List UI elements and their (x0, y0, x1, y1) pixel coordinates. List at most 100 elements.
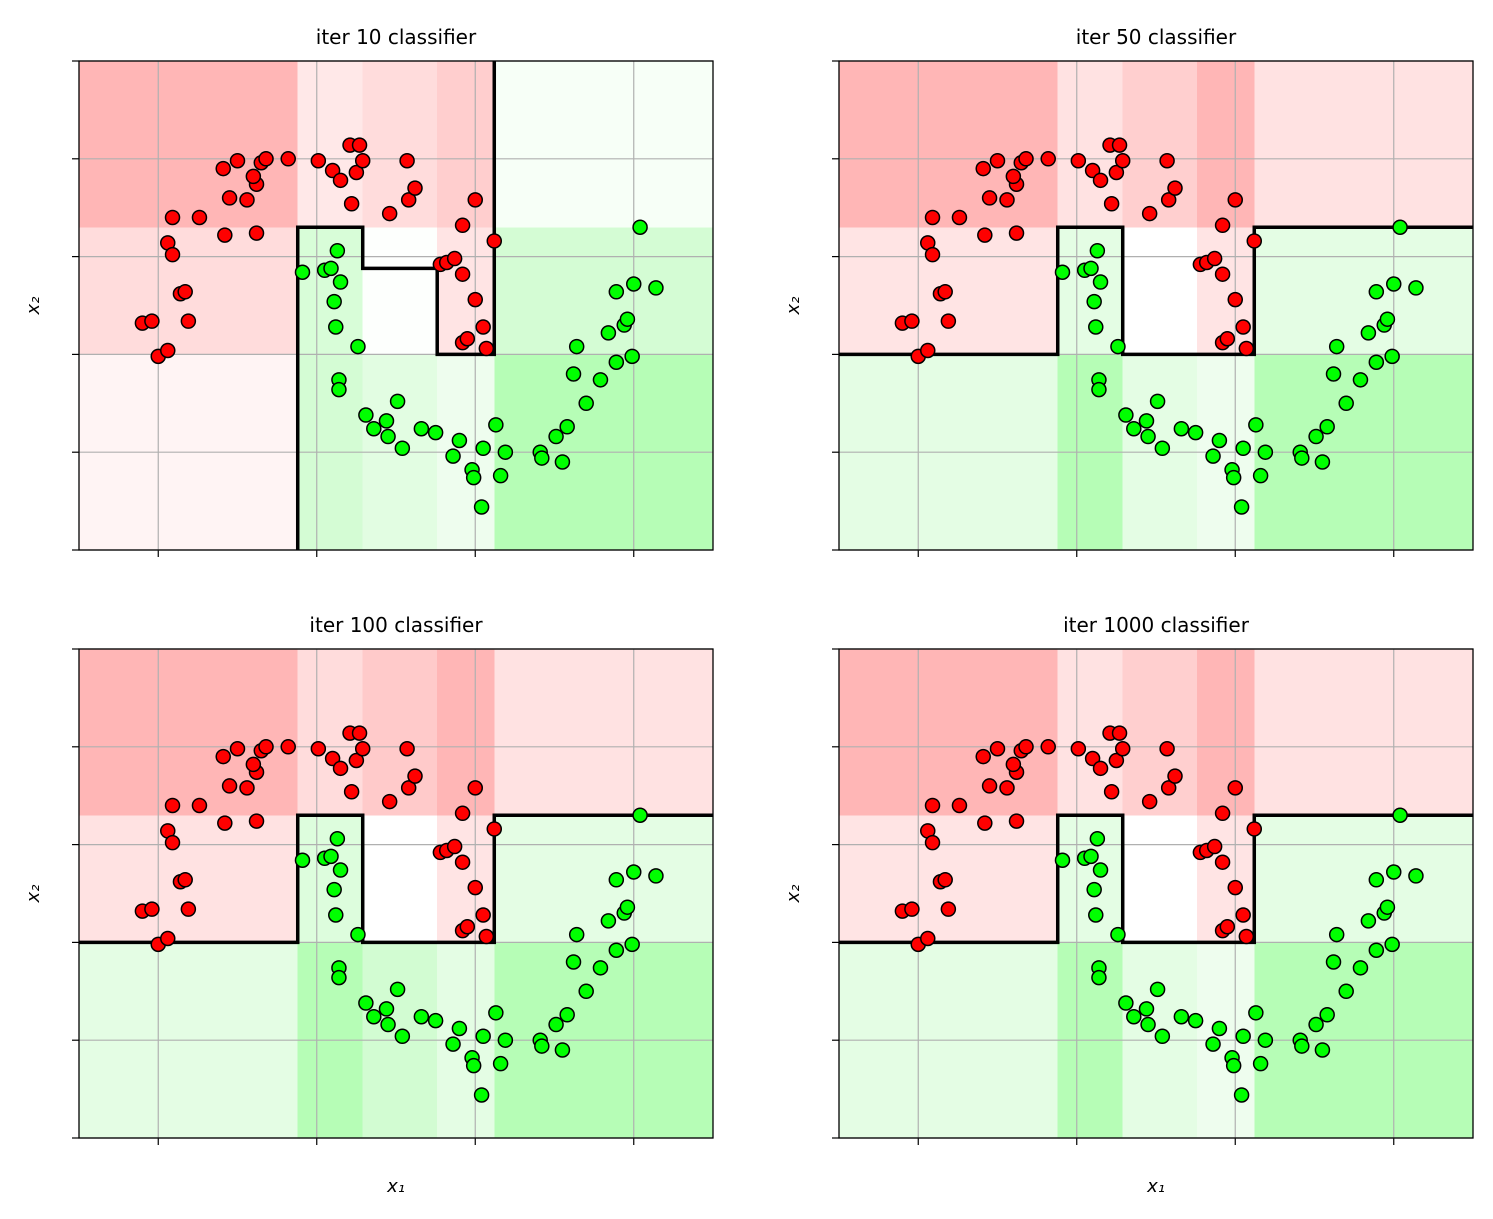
data-point (1233, 499, 1250, 515)
data-point (475, 319, 491, 335)
data-point (378, 413, 395, 429)
data-point (1338, 983, 1354, 1000)
data-point (407, 180, 423, 196)
subplot-title: iter 50 classifier (1076, 25, 1237, 49)
data-point (217, 227, 233, 243)
decision-cell (839, 649, 1059, 816)
data-point (1206, 838, 1223, 855)
data-point (1103, 784, 1120, 800)
data-point (1352, 372, 1369, 388)
data-point (568, 926, 585, 943)
subplot: iter 100 classifier x₂ x₁ (23, 613, 714, 1197)
decision-cell (1254, 61, 1474, 228)
data-point (951, 797, 968, 814)
data-point (358, 995, 374, 1011)
subplot: iter 50 classifier x₂ (783, 25, 1474, 557)
decision-cell (1057, 227, 1124, 355)
data-point (323, 848, 339, 865)
data-point (445, 448, 461, 464)
data-point (1206, 250, 1223, 267)
data-point (1352, 960, 1369, 976)
data-point (904, 313, 920, 329)
data-point (1319, 419, 1335, 435)
data-point (1086, 293, 1102, 310)
data-point (1227, 291, 1243, 308)
data-point (1238, 340, 1255, 357)
data-point (600, 325, 617, 341)
data-point (1248, 1005, 1264, 1021)
data-point (1225, 469, 1242, 486)
data-point (389, 981, 406, 998)
data-point (1214, 854, 1231, 870)
data-point (1257, 444, 1274, 460)
data-point (1138, 1001, 1155, 1017)
data-point (1314, 1042, 1331, 1058)
data-point (999, 192, 1015, 208)
data-point (608, 354, 625, 370)
data-point (454, 854, 471, 870)
data-point (1108, 752, 1125, 769)
data-point (1088, 907, 1104, 923)
data-point (632, 807, 648, 824)
data-point (648, 280, 664, 296)
data-point (534, 450, 550, 466)
data-point (248, 225, 265, 241)
data-point (467, 780, 483, 796)
data-point (331, 381, 347, 398)
data-point (1167, 768, 1183, 784)
data-point (245, 168, 262, 185)
data-point (1167, 180, 1183, 196)
data-point (565, 954, 582, 970)
data-point (1141, 793, 1158, 810)
y-axis-label: x₂ (783, 885, 804, 904)
data-point (1384, 348, 1400, 365)
decision-cell (839, 61, 1059, 228)
data-point (413, 1008, 430, 1025)
subplot-title: iter 1000 classifier (1063, 613, 1250, 637)
data-point (229, 153, 246, 169)
data-point (1233, 1087, 1250, 1103)
data-point (446, 250, 463, 267)
data-point (1110, 926, 1126, 943)
data-point (1005, 168, 1022, 185)
data-point (1227, 192, 1243, 208)
data-point (310, 153, 327, 169)
data-point (1173, 1008, 1190, 1025)
data-point (1319, 1007, 1335, 1023)
data-point (350, 338, 366, 355)
data-point (1246, 821, 1263, 837)
data-point (1328, 338, 1345, 355)
data-point (608, 284, 625, 300)
decision-cell (437, 61, 495, 228)
data-point (488, 1005, 504, 1021)
data-point (1214, 805, 1231, 822)
data-point (329, 830, 346, 847)
data-point (497, 1032, 514, 1048)
data-point (191, 209, 208, 226)
data-point (160, 930, 176, 947)
data-point (632, 219, 648, 236)
decision-cell (1122, 61, 1198, 228)
data-point (454, 266, 471, 282)
data-point (332, 760, 349, 777)
data-point (326, 293, 342, 310)
data-point (1187, 1012, 1204, 1029)
data-point (239, 780, 255, 796)
x-axis-label: x₁ (386, 1176, 405, 1197)
data-point (1238, 928, 1255, 945)
data-point (1325, 366, 1342, 382)
data-point (399, 153, 415, 169)
data-point (427, 1012, 444, 1029)
data-point (1114, 741, 1131, 757)
data-point (1392, 807, 1408, 824)
data-point (1140, 428, 1156, 445)
axes-frame (838, 648, 1474, 1139)
data-point (180, 313, 197, 329)
data-point (989, 741, 1006, 757)
y-axis-label: x₂ (783, 297, 804, 316)
data-point (940, 901, 957, 917)
data-point (619, 311, 636, 327)
data-point (1219, 331, 1236, 347)
data-point (1214, 266, 1231, 282)
data-point (332, 862, 349, 878)
